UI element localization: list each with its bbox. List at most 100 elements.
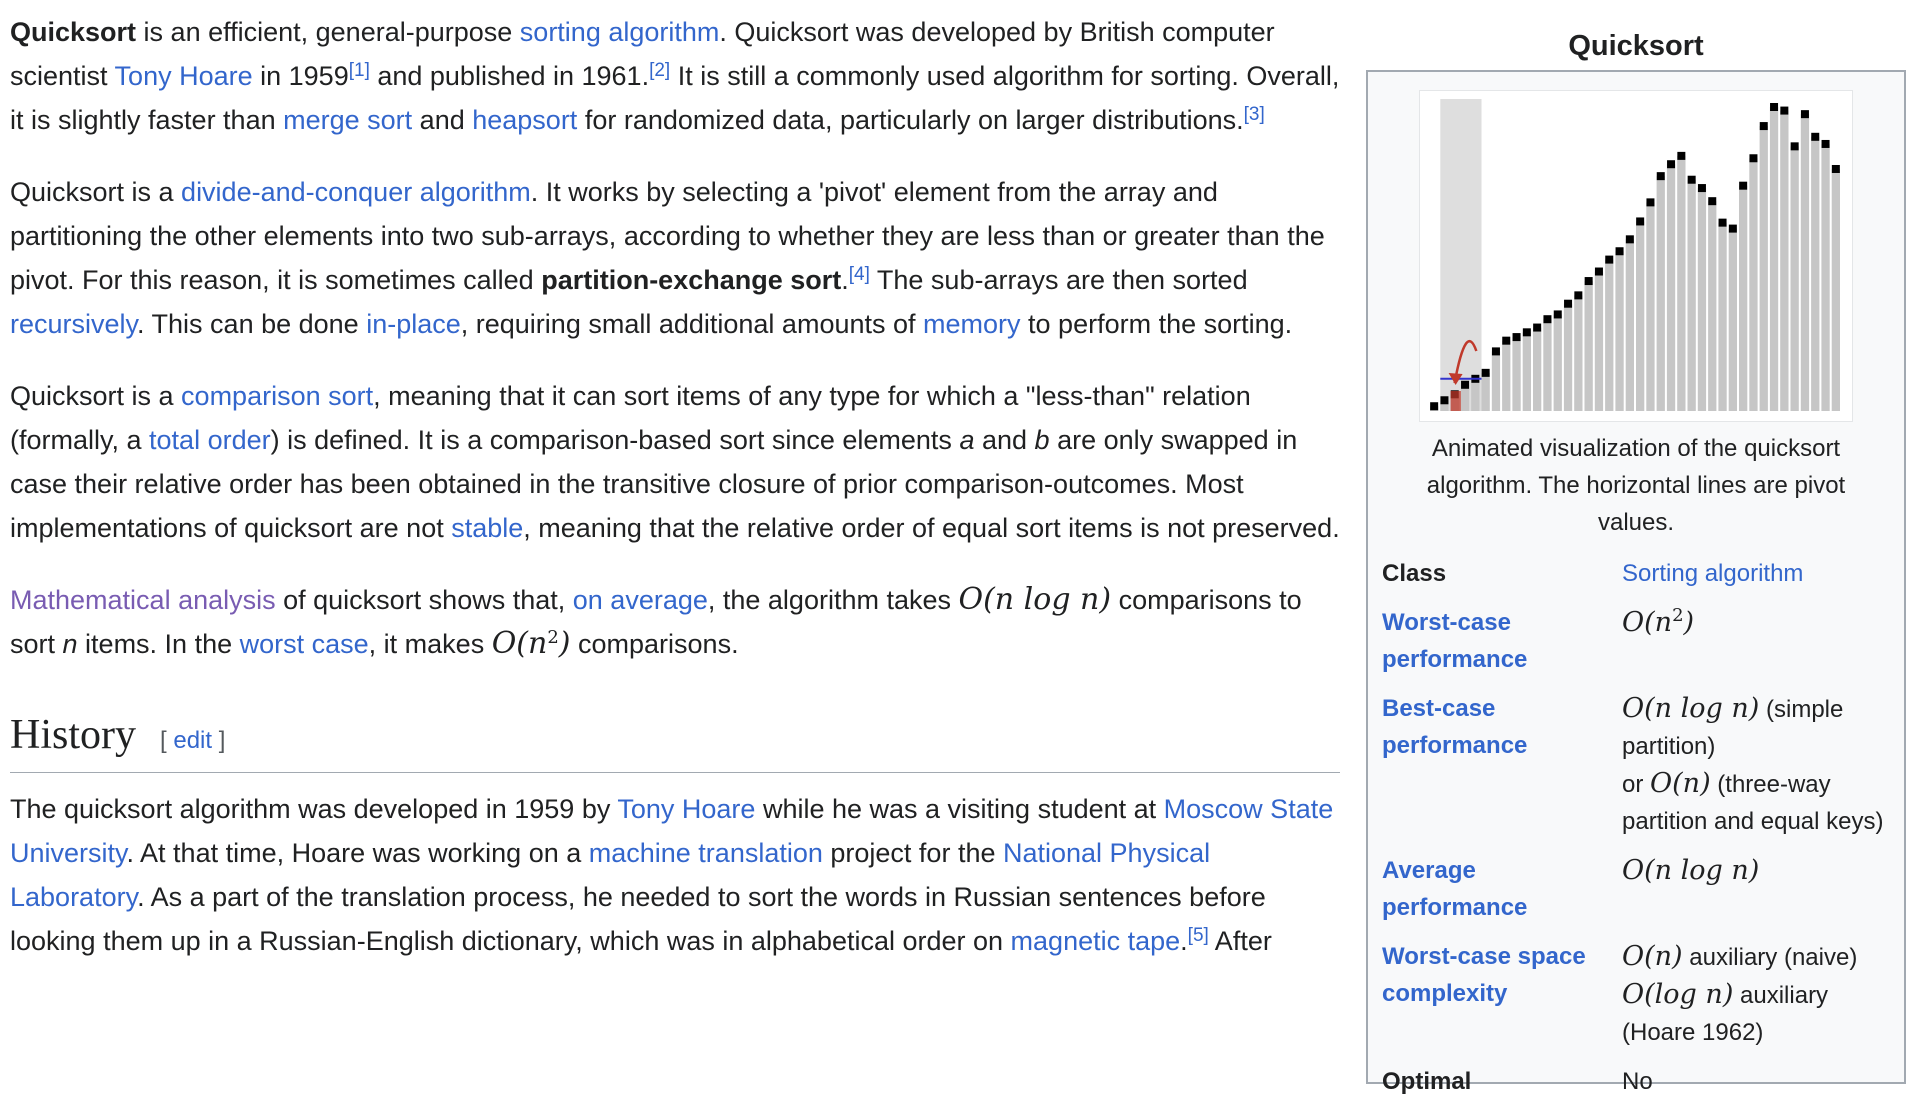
citation-4[interactable]: [4]: [848, 263, 870, 285]
row-best-case-performance: Best-case performance O(n log n) (simple…: [1382, 693, 1884, 835]
bar: [1656, 176, 1665, 411]
bar: [1718, 222, 1727, 411]
image-caption: Animated visualization of the quicksort …: [1426, 435, 1846, 536]
bar-marker: [1636, 217, 1645, 226]
link-worst-case[interactable]: worst case: [239, 629, 369, 659]
bar: [1636, 221, 1645, 411]
bar: [1533, 327, 1542, 411]
article-subject: Quicksort: [10, 17, 137, 47]
link-stable[interactable]: stable: [451, 513, 524, 543]
link-tony-hoare-2[interactable]: Tony Hoare: [617, 794, 756, 824]
method-paragraph: Quicksort is a divide-and-conquer algori…: [10, 177, 1325, 339]
bar: [1749, 158, 1758, 411]
quicksort-visualization: [1430, 99, 1840, 412]
link-in-place[interactable]: in-place: [366, 309, 461, 339]
citation-3[interactable]: [3]: [1243, 103, 1265, 125]
link-divide-and-conquer[interactable]: divide-and-conquer algorithm: [181, 177, 531, 207]
bar: [1769, 107, 1779, 411]
bar: [1440, 400, 1449, 411]
bar-marker: [1594, 267, 1603, 276]
link-worst-case-performance[interactable]: Worst-case performance: [1382, 609, 1528, 673]
link-machine-translation[interactable]: machine translation: [588, 838, 823, 868]
bar: [1574, 295, 1583, 411]
intro-paragraph: Quicksort is an efficient, general-purpo…: [10, 17, 1340, 135]
bar-marker: [1728, 224, 1737, 233]
bar-marker: [1656, 172, 1665, 181]
bar-marker: [1811, 132, 1820, 141]
bar: [1502, 340, 1511, 411]
infobox-properties: Class Sorting algorithm Worst-case perfo…: [1382, 553, 1890, 1110]
bar-marker: [1605, 255, 1614, 264]
bar-marker: [1430, 402, 1439, 411]
bar-marker: [1821, 139, 1830, 148]
bar-marker: [1800, 110, 1809, 119]
bar: [1605, 259, 1614, 411]
edit-section-link[interactable]: edit: [173, 727, 213, 754]
link-tony-hoare[interactable]: Tony Hoare: [114, 61, 253, 91]
row-worst-case-performance: Worst-case performance O(n2): [1382, 602, 1890, 688]
bold-term: partition-exchange sort: [541, 265, 842, 295]
bar: [1543, 319, 1552, 411]
bar: [1728, 228, 1737, 411]
link-national-physical-laboratory[interactable]: National Physical Laboratory: [10, 838, 1211, 912]
citation-1[interactable]: [1]: [348, 59, 370, 81]
bar-marker: [1646, 198, 1655, 207]
bar-marker: [1667, 160, 1676, 169]
bar: [1800, 114, 1810, 411]
bar-marker: [1564, 299, 1573, 308]
bar: [1646, 202, 1655, 411]
bar-marker: [1461, 380, 1470, 389]
active-region: [1440, 99, 1482, 411]
bar-marker: [1533, 323, 1542, 332]
bar: [1625, 239, 1634, 411]
math-worst-case: O(n2): [1622, 605, 1695, 638]
link-memory[interactable]: memory: [923, 309, 1021, 339]
link-total-order[interactable]: total order: [149, 425, 271, 455]
link-mathematical-analysis[interactable]: Mathematical analysis: [10, 585, 276, 615]
link-magnetic-tape[interactable]: magnetic tape: [1010, 926, 1181, 956]
link-sorting-algorithm[interactable]: sorting algorithm: [519, 17, 720, 47]
bar: [1481, 372, 1490, 411]
link-recursively[interactable]: recursively: [10, 309, 138, 339]
bar-marker: [1522, 328, 1531, 337]
bar-marker: [1831, 164, 1840, 173]
link-heapsort[interactable]: heapsort: [472, 105, 578, 135]
bar-marker: [1739, 181, 1748, 190]
swap-element: [1450, 391, 1461, 411]
infobox-frame: Animated visualization of the quicksort …: [1366, 70, 1906, 1095]
link-space-complexity[interactable]: Worst-case space complexity: [1382, 943, 1586, 1007]
bar: [1553, 314, 1562, 411]
bar-marker: [1697, 184, 1706, 193]
bar: [1739, 185, 1748, 411]
bar: [1460, 384, 1470, 411]
bar: [1759, 126, 1768, 411]
bar-marker: [1677, 151, 1686, 160]
bar: [1811, 136, 1820, 411]
bar-marker: [1770, 103, 1779, 111]
bar: [1677, 155, 1686, 411]
link-moscow-state-university[interactable]: Moscow State University: [10, 794, 1334, 868]
value-optimal: No: [1622, 1068, 1653, 1095]
link-average-performance[interactable]: Average performance: [1382, 857, 1528, 921]
bar-marker: [1625, 235, 1634, 244]
bar-marker: [1718, 218, 1727, 227]
link-best-case-performance[interactable]: Best-case performance: [1382, 695, 1528, 759]
link-class-sorting-algorithm[interactable]: Sorting algorithm: [1622, 560, 1804, 587]
bar-marker: [1708, 197, 1717, 206]
bar: [1708, 201, 1717, 411]
bar: [1491, 351, 1501, 411]
link-merge-sort[interactable]: merge sort: [283, 105, 413, 135]
citation-2[interactable]: [2]: [649, 59, 671, 81]
link-on-average[interactable]: on average: [572, 585, 708, 615]
bar-marker: [1687, 175, 1696, 184]
article-content: Quicksort is an efficient, general-purpo…: [10, 0, 1340, 991]
citation-5[interactable]: [5]: [1187, 924, 1209, 946]
math-n-squared: O(n2): [491, 626, 571, 661]
swap-arrowhead: [1448, 373, 1463, 385]
link-comparison-sort[interactable]: comparison sort: [181, 381, 374, 411]
bar: [1512, 337, 1521, 411]
bar: [1594, 271, 1604, 411]
bar-marker: [1491, 347, 1500, 356]
row-average-performance: Average performance O(n log n): [1382, 855, 1760, 921]
swap-arrow: [1453, 339, 1478, 384]
